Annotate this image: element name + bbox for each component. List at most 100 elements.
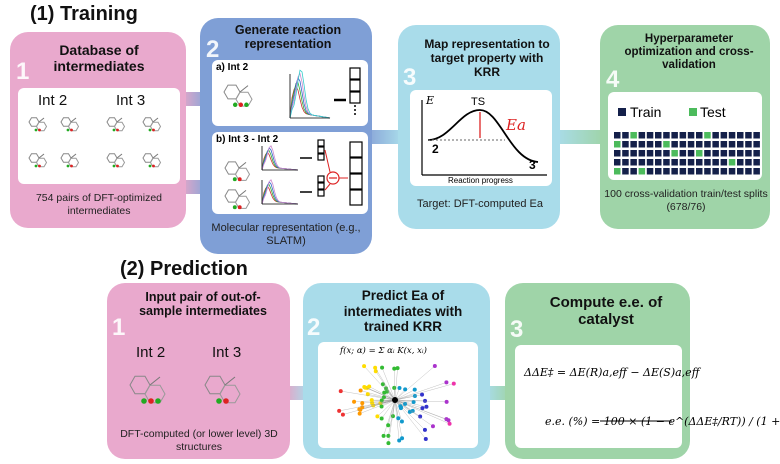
barrier-label: Ea — [506, 116, 526, 134]
training-point — [444, 380, 449, 385]
atom — [238, 102, 244, 108]
split-cell — [687, 168, 695, 175]
vector-cell — [317, 153, 325, 161]
bond — [149, 376, 161, 386]
link — [324, 149, 331, 173]
kernel-link — [394, 399, 410, 412]
panel — [515, 345, 682, 448]
training-point — [412, 387, 417, 392]
atom — [148, 128, 152, 132]
legend-swatch — [689, 108, 697, 116]
split-cell — [687, 159, 695, 166]
vector-cell — [349, 79, 361, 92]
training-point — [396, 416, 401, 421]
kernel-link — [394, 399, 414, 403]
split-cell — [679, 141, 687, 148]
atom — [34, 164, 38, 168]
training-point — [397, 438, 402, 443]
training-point — [420, 406, 425, 411]
training-point — [395, 366, 400, 371]
kernel-link — [369, 386, 396, 401]
split-cell — [630, 150, 637, 157]
split-cell — [638, 132, 646, 139]
split-cell — [663, 168, 670, 175]
connector — [486, 386, 510, 400]
kernel-link — [381, 367, 396, 401]
formula: f(x; α) = Σ αᵢ K(x, xᵢ) — [340, 346, 427, 356]
bond — [152, 117, 159, 123]
split-cell — [671, 168, 678, 175]
split-cell — [630, 168, 637, 175]
training-point — [380, 365, 385, 370]
vector-cell — [349, 157, 363, 174]
kernel-link — [359, 399, 396, 414]
vector-cell — [349, 173, 363, 190]
atom — [232, 102, 238, 108]
formula: ΔΔE‡ = ΔE(R)a,eff − ΔE(S)a,eff — [524, 366, 700, 379]
split-cell — [712, 150, 719, 157]
atom — [223, 398, 229, 404]
panel-label: a) Int 2 — [216, 62, 249, 73]
training-point — [423, 437, 428, 442]
training-point — [386, 441, 391, 446]
split-cell — [663, 150, 670, 157]
atom — [112, 128, 116, 132]
training-point — [379, 398, 384, 403]
kernel-link — [375, 367, 396, 401]
split-cell — [737, 141, 744, 148]
kernel-link — [394, 383, 454, 401]
training-point — [432, 363, 437, 368]
step-title: Map representation to target property wi… — [424, 37, 550, 79]
training-point — [390, 414, 395, 419]
training-point — [451, 381, 456, 386]
kernel-link — [377, 399, 396, 417]
molecule-ring — [113, 157, 126, 168]
split-cell — [737, 132, 744, 139]
split-cell — [679, 132, 687, 139]
split-cell — [614, 150, 621, 157]
panel-label: b) Int 3 - Int 2 — [216, 134, 279, 145]
kernel-link — [394, 399, 427, 407]
atom — [148, 398, 154, 404]
training-point — [360, 405, 365, 410]
spectrum — [261, 179, 299, 205]
kernel-link — [394, 368, 396, 401]
caption: 100 cross-validation train/test splits (… — [604, 188, 768, 213]
spectrum — [261, 181, 299, 205]
split-cell — [646, 150, 654, 157]
kernel-link — [339, 399, 396, 412]
split-cell — [753, 159, 760, 166]
split-cell — [753, 132, 760, 139]
kernel-link — [394, 399, 400, 441]
training-point — [423, 398, 428, 403]
split-cell — [646, 141, 654, 148]
split-cell — [753, 168, 760, 175]
split-cell — [671, 150, 678, 157]
bond — [38, 117, 45, 123]
molecule-ring — [144, 384, 166, 404]
split-cell — [655, 168, 662, 175]
split-cell — [720, 141, 728, 148]
vector-cell — [317, 139, 325, 147]
training-point — [357, 411, 362, 416]
atom — [38, 164, 41, 168]
split-cell — [655, 150, 662, 157]
split-cell — [720, 132, 728, 139]
split-cell — [687, 141, 695, 148]
training-point — [418, 414, 423, 419]
training-point — [370, 400, 375, 405]
split-cell — [646, 168, 654, 175]
training-point — [424, 404, 429, 409]
split-cell — [679, 168, 687, 175]
caption: DFT-computed (or lower level) 3D structu… — [120, 428, 278, 453]
atom — [70, 164, 73, 168]
split-cell — [630, 132, 637, 139]
split-cell — [622, 150, 629, 157]
atom — [34, 128, 38, 132]
split-cell — [663, 132, 670, 139]
kernel-link — [367, 394, 396, 401]
panel — [410, 90, 552, 186]
atom — [152, 164, 155, 168]
kernel-link — [362, 399, 396, 404]
kernel-link — [394, 399, 434, 427]
